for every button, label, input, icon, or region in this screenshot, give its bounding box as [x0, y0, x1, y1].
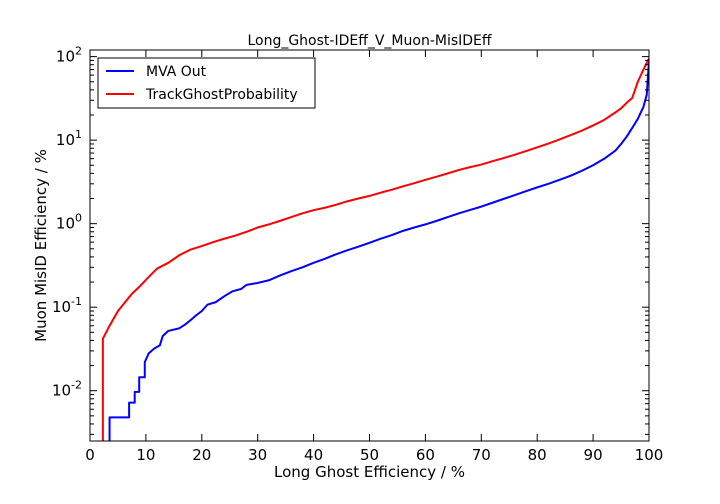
- x-tick-label: 80: [528, 446, 547, 464]
- x-axis-label: Long Ghost Efficiency / %: [274, 463, 465, 481]
- x-tick-label: 30: [248, 446, 267, 464]
- x-tick-label: 50: [360, 446, 379, 464]
- legend: MVA Out TrackGhostProbability: [97, 57, 316, 109]
- x-tick-label: 20: [192, 446, 211, 464]
- legend-box: [97, 57, 316, 109]
- ticks-layer: 0 10 20 30 40 50 60 70 80 90 100 10-2 10-1 100 101 102: [52, 45, 663, 464]
- y-tick-label: 101: [56, 128, 82, 149]
- legend-label-mva-out: MVA Out: [146, 64, 207, 80]
- y-tick-label: 100: [56, 212, 82, 233]
- y-tick-label: 10-2: [52, 379, 82, 400]
- x-tick-label: 60: [416, 446, 435, 464]
- series-line-trackghostprobability: [101, 58, 649, 441]
- x-tick-label: 0: [85, 446, 95, 464]
- y-tick-label: 10-1: [52, 295, 82, 316]
- plot-area: [90, 50, 649, 441]
- x-tick-label: 40: [304, 446, 323, 464]
- series-line-mva-out: [108, 60, 649, 441]
- x-tick-label: 100: [635, 446, 664, 464]
- series-layer: [101, 58, 649, 441]
- x-tick-label: 90: [584, 446, 603, 464]
- chart-title: Long_Ghost-IDEff_V_Muon-MisIDEff: [247, 33, 491, 49]
- x-tick-label: 70: [472, 446, 491, 464]
- y-tick-label: 102: [56, 45, 82, 66]
- x-tick-label: 10: [136, 446, 155, 464]
- legend-label-trackghostprobability: TrackGhostProbability: [145, 87, 298, 103]
- y-axis-label: Muon MisID Efficiency / %: [32, 149, 50, 342]
